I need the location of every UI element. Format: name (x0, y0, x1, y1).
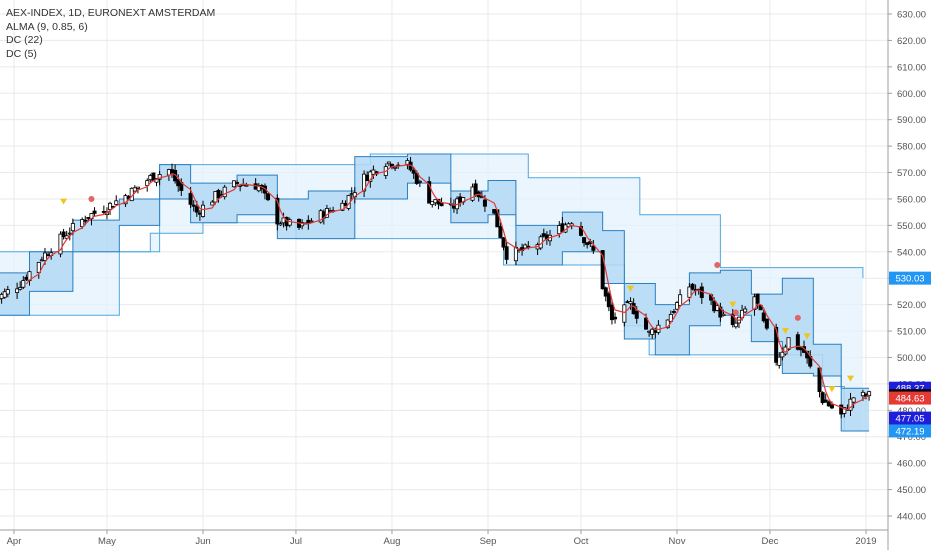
legend-dc5[interactable]: DC (5) (6, 48, 215, 62)
price-tick-label: 540.00 (897, 247, 926, 258)
signal-marker-red[interactable] (714, 262, 720, 268)
time-tick-label: Apr (7, 536, 22, 547)
price-tick-label: 610.00 (897, 62, 926, 73)
candle-body (393, 167, 396, 168)
candle-body (778, 357, 781, 365)
candle-body (765, 319, 768, 328)
candle-body (744, 309, 747, 312)
price-tick-label: 630.00 (897, 10, 926, 21)
candle-body (722, 314, 725, 315)
price-label: 484.63 (895, 394, 924, 405)
candle-body (288, 220, 291, 225)
candle-body (136, 187, 139, 188)
candle-body (211, 202, 214, 205)
time-tick-label: Jul (290, 536, 302, 547)
price-tick-label: 590.00 (897, 115, 926, 126)
time-tick-label: Jun (195, 536, 210, 547)
time-tick-label: May (98, 536, 116, 547)
signal-marker-red[interactable] (88, 196, 94, 202)
candle-body (483, 200, 486, 206)
signal-marker-yellow[interactable] (60, 199, 67, 205)
candle-body (115, 201, 118, 205)
candle-body (505, 247, 508, 260)
candle-body (235, 182, 238, 183)
signal-marker-red[interactable] (795, 315, 801, 321)
legend-symbol[interactable]: AEX-INDEX, 1D, EURONEXT AMSTERDAM (6, 7, 215, 21)
time-tick-label: Aug (384, 536, 401, 547)
price-label: 530.03 (895, 274, 924, 285)
time-tick-label: Nov (669, 536, 686, 547)
candle-body (310, 221, 313, 222)
price-label: 477.05 (895, 414, 924, 425)
candle-body (623, 305, 626, 322)
price-tick-label: 500.00 (897, 353, 926, 364)
legend-alma[interactable]: ALMA (9, 0.85, 6) (6, 21, 215, 35)
candle-body (189, 193, 192, 204)
chart-legend: AEX-INDEX, 1D, EURONEXT AMSTERDAM ALMA (… (6, 7, 215, 61)
candle-body (68, 233, 71, 234)
candle-body (43, 253, 46, 261)
price-tick-label: 510.00 (897, 327, 926, 338)
candle-body (582, 238, 585, 243)
candle-body (830, 405, 833, 408)
price-tick-label: 570.00 (897, 168, 926, 179)
candle-body (412, 170, 415, 173)
price-tick-label: 450.00 (897, 485, 926, 496)
price-tick-label: 560.00 (897, 194, 926, 205)
candle-body (734, 323, 737, 327)
price-tick-label: 580.00 (897, 142, 926, 153)
candle-body (418, 181, 421, 182)
price-label: 472.19 (895, 426, 924, 437)
time-tick-label: Sep (480, 536, 497, 547)
candle-body (679, 295, 682, 306)
candle-body (245, 185, 248, 186)
candle-body (756, 294, 759, 303)
candle-body (852, 398, 855, 402)
candle-body (19, 288, 22, 290)
candle-body (192, 205, 195, 206)
candle-body (613, 317, 616, 319)
grid (0, 0, 888, 530)
signal-marker-red[interactable] (733, 310, 739, 316)
candle-body (502, 238, 505, 247)
candle-body (6, 290, 9, 294)
price-tick-label: 440.00 (897, 512, 926, 523)
candle-body (195, 207, 198, 212)
legend-dc22[interactable]: DC (22) (6, 34, 215, 48)
candle-body (93, 211, 96, 213)
candle-body (387, 162, 390, 164)
candle-body (217, 190, 220, 197)
candle-body (691, 284, 694, 289)
candle-body (499, 226, 502, 237)
candle-body (71, 223, 74, 230)
price-tick-label: 620.00 (897, 36, 926, 47)
candle-body (266, 194, 269, 200)
time-tick-label: Oct (574, 536, 589, 547)
candle-body (22, 281, 25, 288)
candle-body (201, 205, 204, 216)
candle-body (84, 220, 87, 221)
candle-body (279, 224, 282, 225)
candle-body (635, 311, 638, 318)
time-tick-label: 2019 (855, 536, 876, 547)
time-tick-label: Dec (762, 536, 779, 547)
price-tick-label: 550.00 (897, 221, 926, 232)
candle-body (672, 311, 675, 312)
price-tick-label: 520.00 (897, 300, 926, 311)
price-tick-label: 460.00 (897, 459, 926, 470)
price-tick-label: 600.00 (897, 89, 926, 100)
candle-body (796, 335, 799, 350)
signal-marker-yellow[interactable] (828, 386, 835, 392)
